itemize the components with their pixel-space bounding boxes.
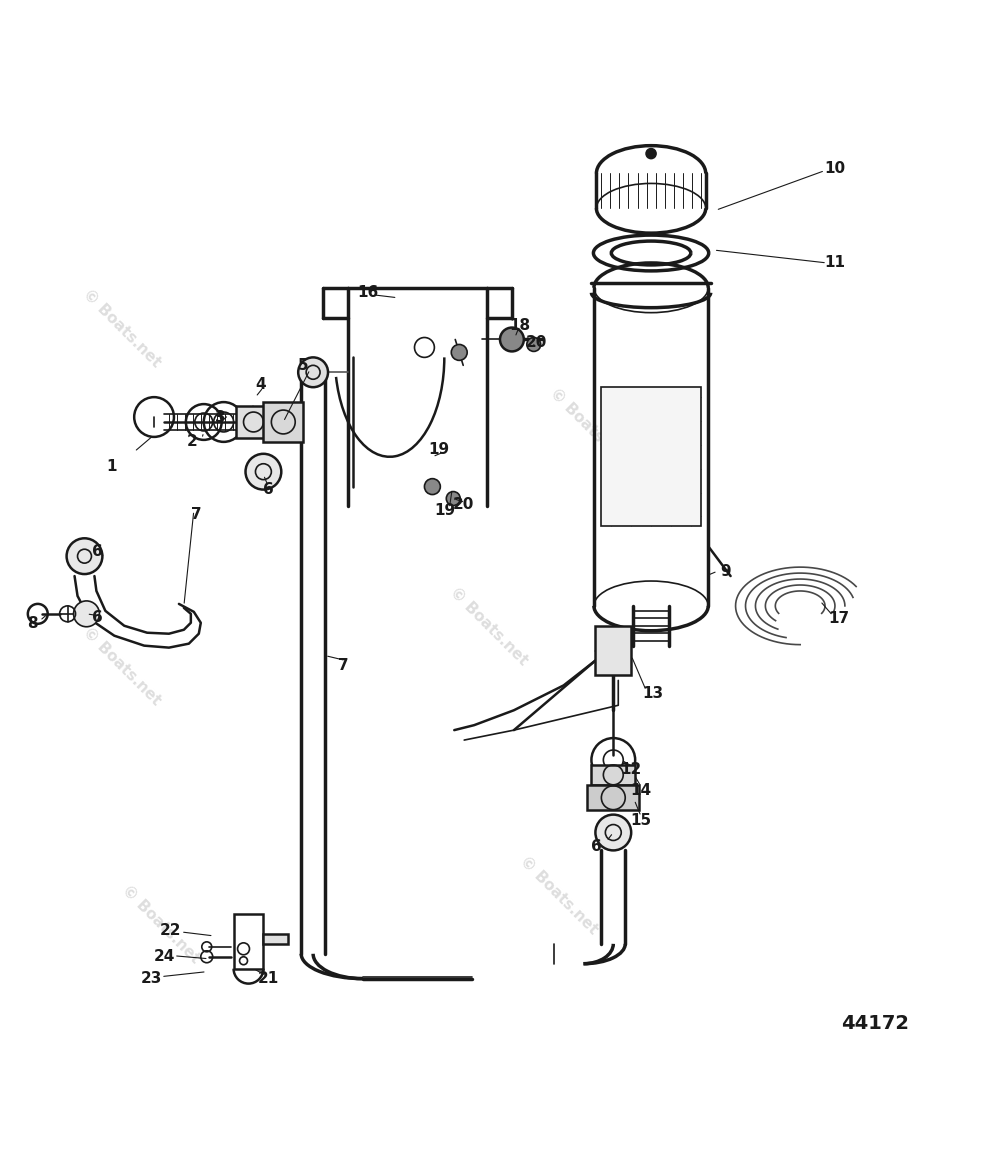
Bar — [587, 785, 639, 810]
Text: 6: 6 — [92, 544, 102, 559]
Text: 20: 20 — [452, 497, 474, 512]
Bar — [236, 406, 271, 438]
Bar — [234, 914, 263, 969]
Text: © Boats.net: © Boats.net — [80, 286, 163, 370]
Text: 7: 7 — [191, 507, 201, 522]
Text: 4: 4 — [255, 376, 265, 391]
Circle shape — [646, 149, 656, 158]
Text: 10: 10 — [824, 161, 846, 176]
Circle shape — [298, 357, 328, 387]
Circle shape — [446, 491, 460, 505]
Circle shape — [67, 538, 102, 574]
Text: © Boats.net: © Boats.net — [547, 386, 630, 470]
Text: 9: 9 — [721, 564, 731, 579]
Text: © Boats.net: © Boats.net — [447, 585, 531, 668]
Text: 21: 21 — [257, 972, 279, 986]
Text: 1: 1 — [106, 459, 116, 475]
Circle shape — [74, 601, 99, 627]
Text: 7: 7 — [338, 657, 348, 673]
Text: 16: 16 — [357, 285, 379, 300]
Text: 11: 11 — [824, 255, 846, 271]
Text: 12: 12 — [620, 763, 642, 777]
Bar — [263, 402, 303, 442]
Text: 8: 8 — [28, 616, 38, 632]
Circle shape — [246, 454, 281, 490]
Text: 17: 17 — [828, 612, 850, 626]
Text: 5: 5 — [298, 357, 308, 373]
Text: 6: 6 — [263, 482, 273, 497]
Bar — [263, 934, 288, 943]
Text: 14: 14 — [630, 783, 652, 798]
Text: 13: 13 — [642, 686, 664, 701]
Bar — [595, 626, 631, 675]
Text: 24: 24 — [153, 949, 175, 965]
Text: 19: 19 — [434, 503, 456, 518]
Text: © Boats.net: © Boats.net — [80, 625, 163, 708]
Text: 20: 20 — [526, 335, 548, 350]
Text: 18: 18 — [509, 318, 531, 333]
Text: © Boats.net: © Boats.net — [119, 883, 203, 967]
Text: 19: 19 — [428, 442, 450, 457]
Text: 2: 2 — [187, 435, 197, 449]
Text: 22: 22 — [160, 924, 182, 939]
Text: 15: 15 — [630, 813, 652, 829]
Text: © Boats.net: © Boats.net — [517, 853, 600, 936]
Text: 3: 3 — [216, 409, 226, 424]
Circle shape — [527, 338, 541, 352]
Text: 6: 6 — [591, 839, 601, 854]
Bar — [591, 765, 635, 785]
Circle shape — [451, 345, 467, 360]
Circle shape — [595, 815, 631, 851]
Bar — [601, 387, 701, 526]
Text: 23: 23 — [140, 972, 162, 986]
Circle shape — [424, 478, 440, 495]
Text: 44172: 44172 — [841, 1014, 909, 1033]
Circle shape — [500, 327, 524, 352]
Text: 6: 6 — [92, 611, 102, 626]
